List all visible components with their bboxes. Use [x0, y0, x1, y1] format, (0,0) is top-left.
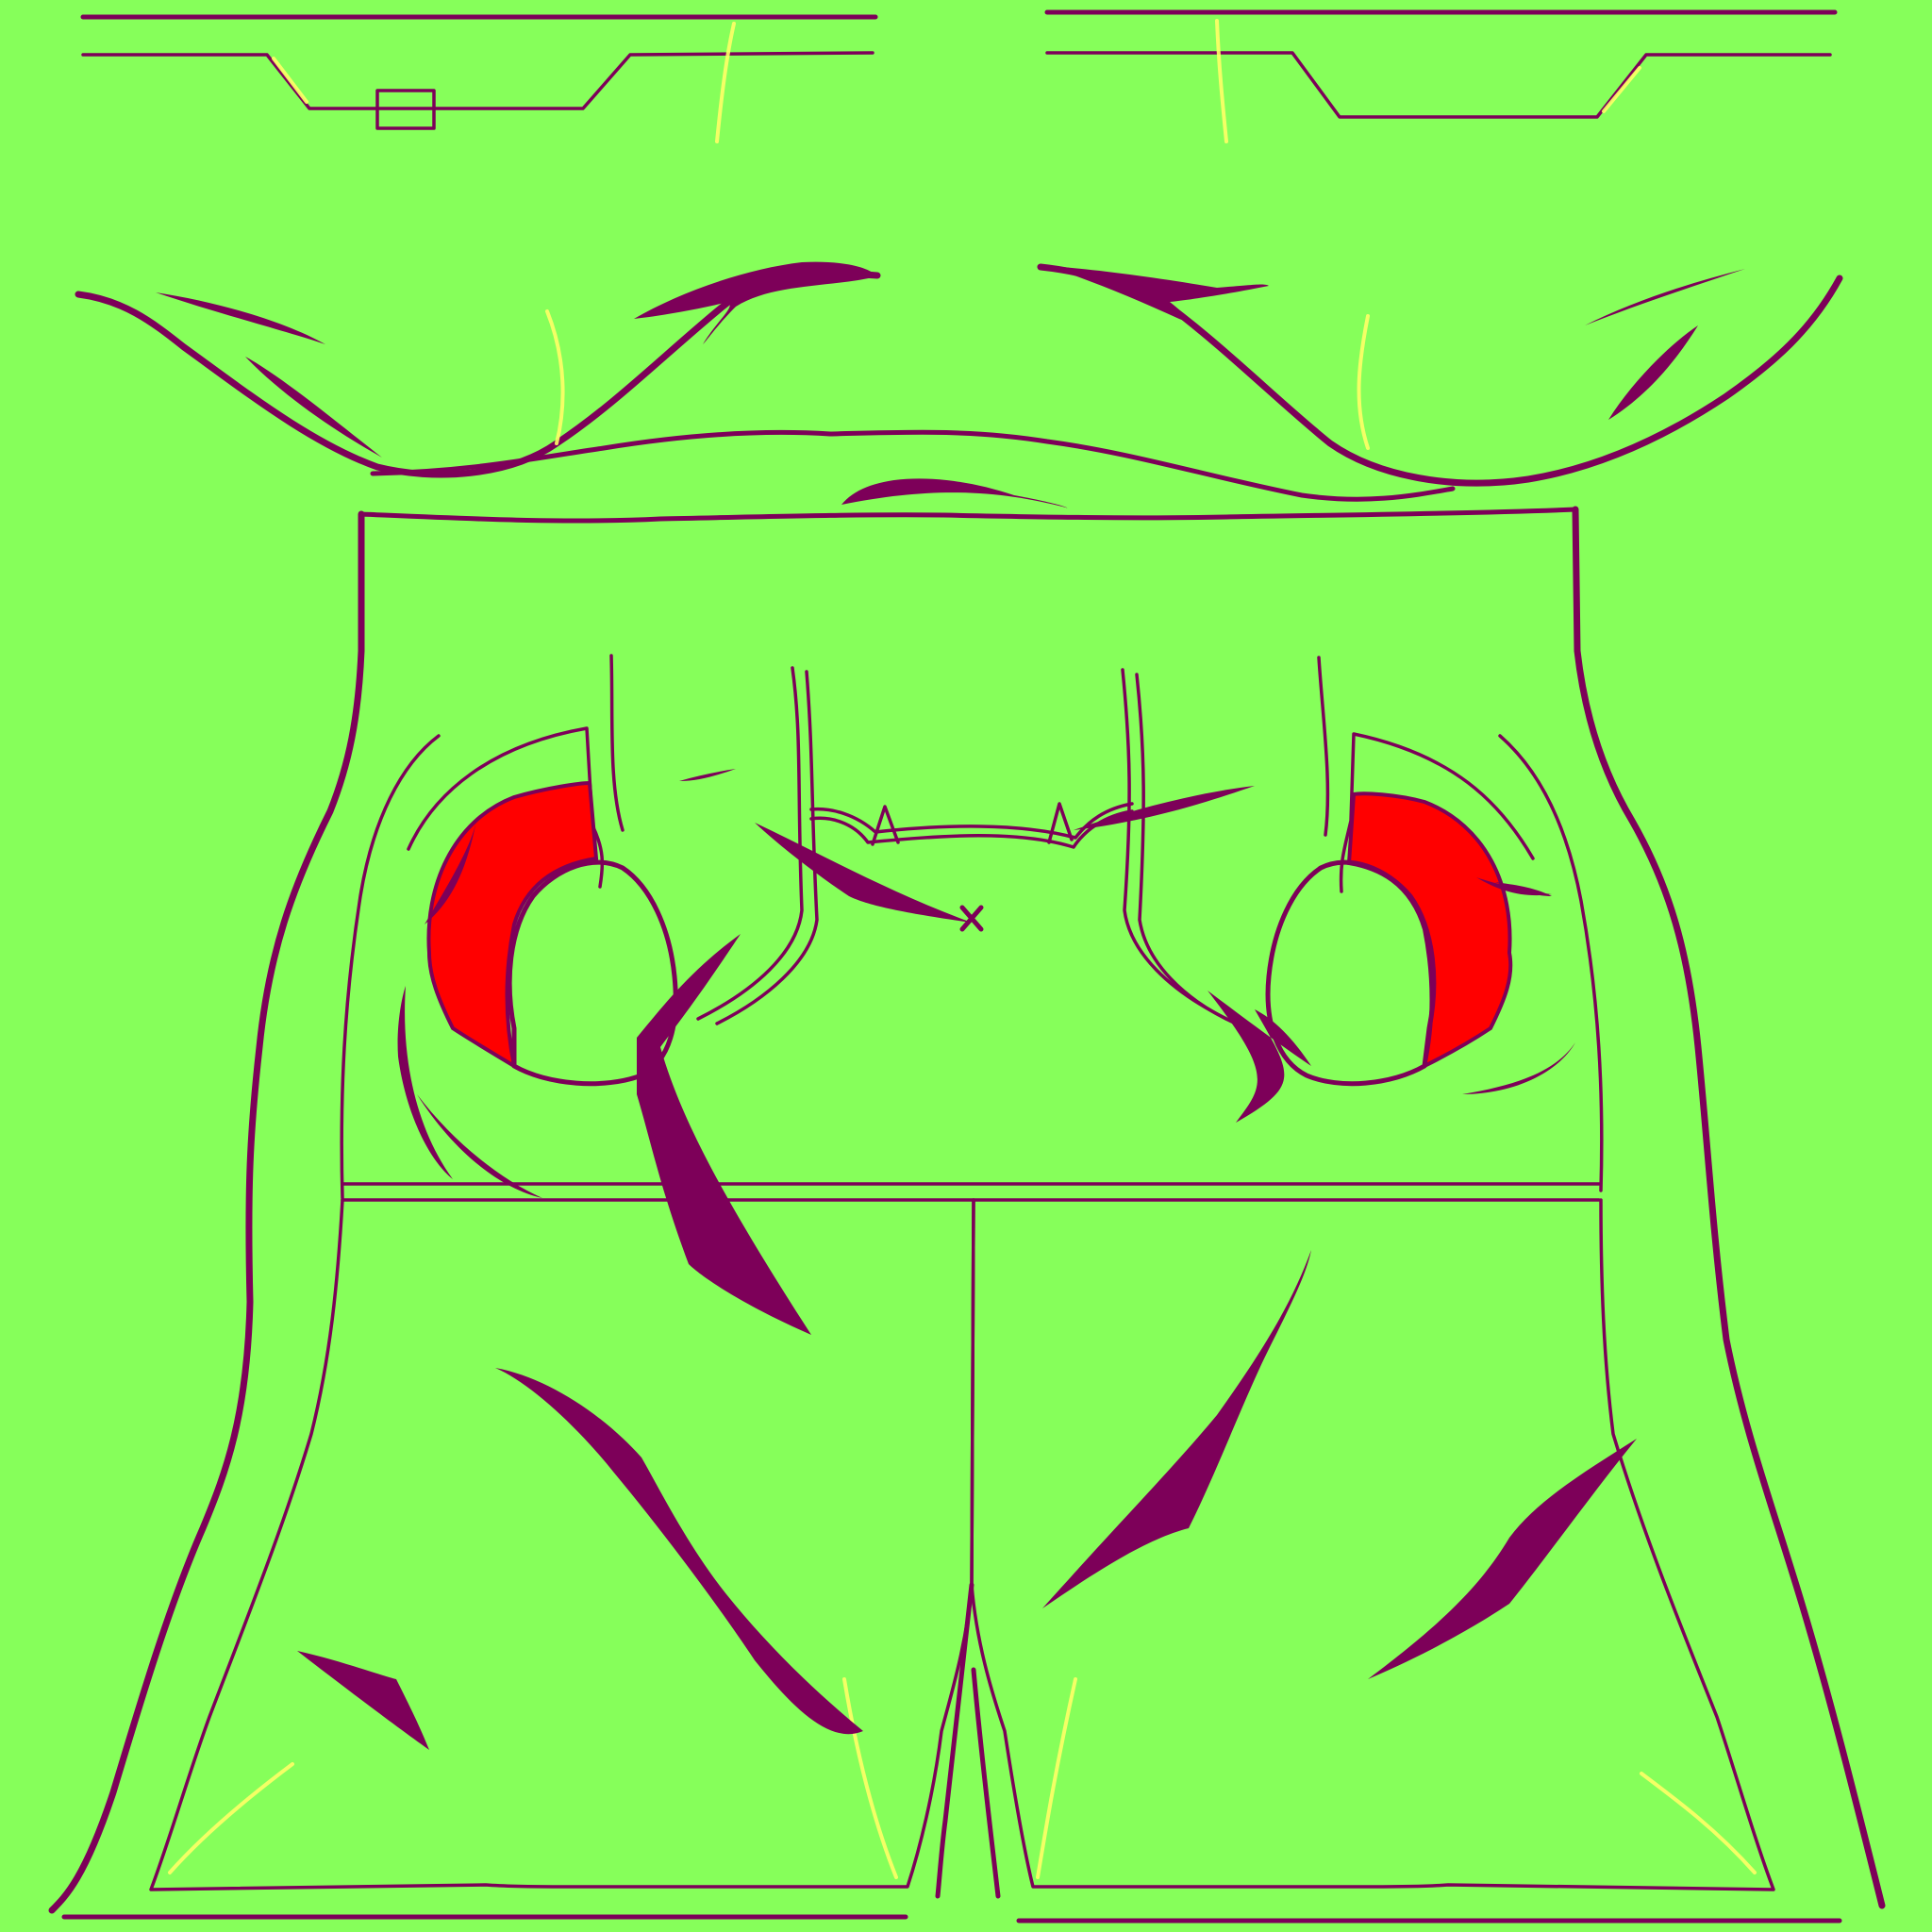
- belt-loop-tab: [375, 89, 436, 130]
- top-right-strip: [1044, 9, 1838, 143]
- right-pocket: [1121, 656, 1535, 1087]
- left-pocket-highlight: [426, 780, 599, 1071]
- torso-shading: [397, 769, 1575, 1335]
- legs-outline: [61, 1198, 1842, 1924]
- center-marker-x: [959, 905, 984, 932]
- top-left-strip: [80, 14, 878, 143]
- upper-yoke-outline: [75, 263, 1843, 502]
- torso-outline: [48, 506, 1886, 1914]
- center-yoke: [809, 802, 1134, 932]
- legs-shading: [297, 1250, 1637, 1750]
- left-pocket: [407, 654, 819, 1087]
- upper-yoke-shading: [156, 261, 1745, 508]
